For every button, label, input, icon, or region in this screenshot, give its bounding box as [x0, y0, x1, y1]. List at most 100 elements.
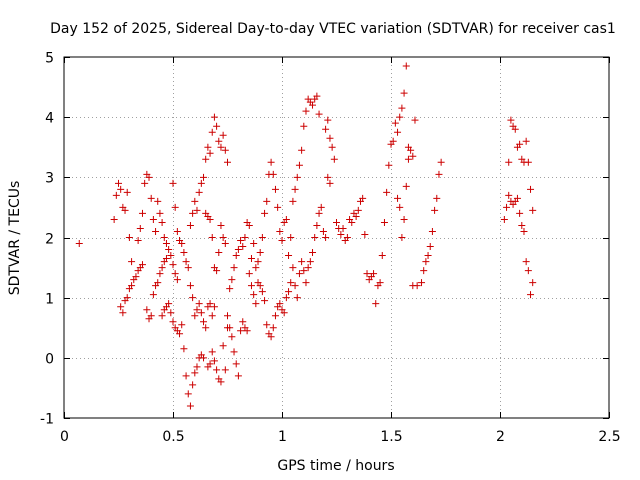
data-point [195, 188, 203, 196]
data-point [202, 324, 210, 332]
data-point [529, 279, 537, 287]
data-point [123, 294, 131, 302]
data-point [228, 333, 236, 341]
data-point [315, 110, 323, 118]
data-point [226, 324, 234, 332]
data-point [280, 309, 288, 317]
data-point [372, 300, 380, 308]
data-point [391, 119, 399, 127]
x-tick-label: 0 [60, 429, 69, 445]
data-point [413, 282, 421, 290]
data-point [398, 104, 406, 112]
data-point [154, 197, 162, 205]
data-point [352, 212, 360, 220]
data-point [141, 179, 149, 187]
data-point [189, 381, 197, 389]
data-point [258, 288, 266, 296]
data-point [186, 221, 194, 229]
data-point [186, 282, 194, 290]
data-point [402, 182, 410, 190]
data-point [426, 243, 434, 251]
data-point [125, 234, 133, 241]
data-point [359, 194, 367, 202]
data-point [184, 264, 192, 272]
data-point [204, 143, 212, 151]
x-axis-title: GPS time / hours [277, 458, 394, 474]
y-tick-label: 1 [45, 292, 54, 308]
data-point [147, 312, 155, 320]
data-point [200, 173, 208, 181]
data-point [269, 170, 277, 178]
data-point [121, 206, 129, 214]
data-point [326, 134, 334, 142]
data-point [224, 312, 231, 320]
data-point [261, 297, 269, 305]
data-point [210, 113, 218, 121]
grid [64, 57, 609, 418]
data-point [215, 249, 223, 257]
data-point [200, 354, 208, 362]
data-point [394, 194, 402, 202]
data-point [219, 131, 227, 139]
y-axis-title: SDTVAR / TECUs [7, 181, 23, 296]
data-point [278, 237, 286, 245]
data-point [319, 227, 327, 235]
data-point [256, 282, 264, 290]
data-point [289, 264, 297, 272]
data-point [522, 137, 530, 145]
data-point [206, 149, 214, 157]
data-point [298, 258, 306, 266]
data-point [254, 258, 262, 266]
data-point [158, 312, 166, 320]
data-point [110, 215, 118, 223]
data-point [158, 218, 166, 226]
x-tick-label: 1.5 [380, 429, 402, 445]
data-point [274, 203, 282, 211]
data-points [75, 62, 537, 410]
data-point [396, 113, 404, 121]
data-point [169, 179, 177, 187]
data-point [411, 116, 419, 124]
y-tick-label: -1 [40, 412, 54, 428]
data-point [518, 221, 526, 229]
data-point [197, 179, 205, 187]
data-point [398, 234, 406, 241]
plot-frame [63, 56, 610, 419]
data-point [380, 218, 388, 226]
data-point [180, 249, 188, 257]
data-point [239, 318, 247, 326]
data-point [165, 246, 173, 254]
data-point [261, 209, 269, 217]
data-point [324, 173, 332, 181]
data-point [191, 312, 199, 320]
data-point [178, 321, 186, 329]
data-point [200, 318, 208, 326]
data-point [143, 306, 151, 314]
data-point [306, 258, 314, 266]
data-point [309, 249, 317, 257]
data-point [171, 270, 179, 278]
data-point [221, 146, 229, 154]
data-point [138, 261, 146, 269]
data-point [285, 252, 293, 260]
data-point [178, 240, 186, 248]
y-tick-label: 2 [45, 232, 54, 248]
data-point [328, 143, 336, 151]
data-point [252, 300, 260, 308]
data-point [311, 234, 319, 241]
data-point [324, 116, 332, 124]
data-point [217, 378, 225, 386]
data-point [400, 89, 408, 97]
data-point [239, 243, 247, 251]
data-point [293, 294, 301, 302]
data-point [230, 348, 238, 356]
data-point [191, 369, 199, 377]
data-point [158, 264, 166, 272]
data-point [213, 122, 221, 130]
data-point [422, 258, 430, 266]
data-point [197, 309, 205, 317]
data-point [402, 62, 410, 70]
data-point [162, 240, 170, 248]
data-point [173, 227, 181, 235]
data-point [167, 252, 175, 260]
